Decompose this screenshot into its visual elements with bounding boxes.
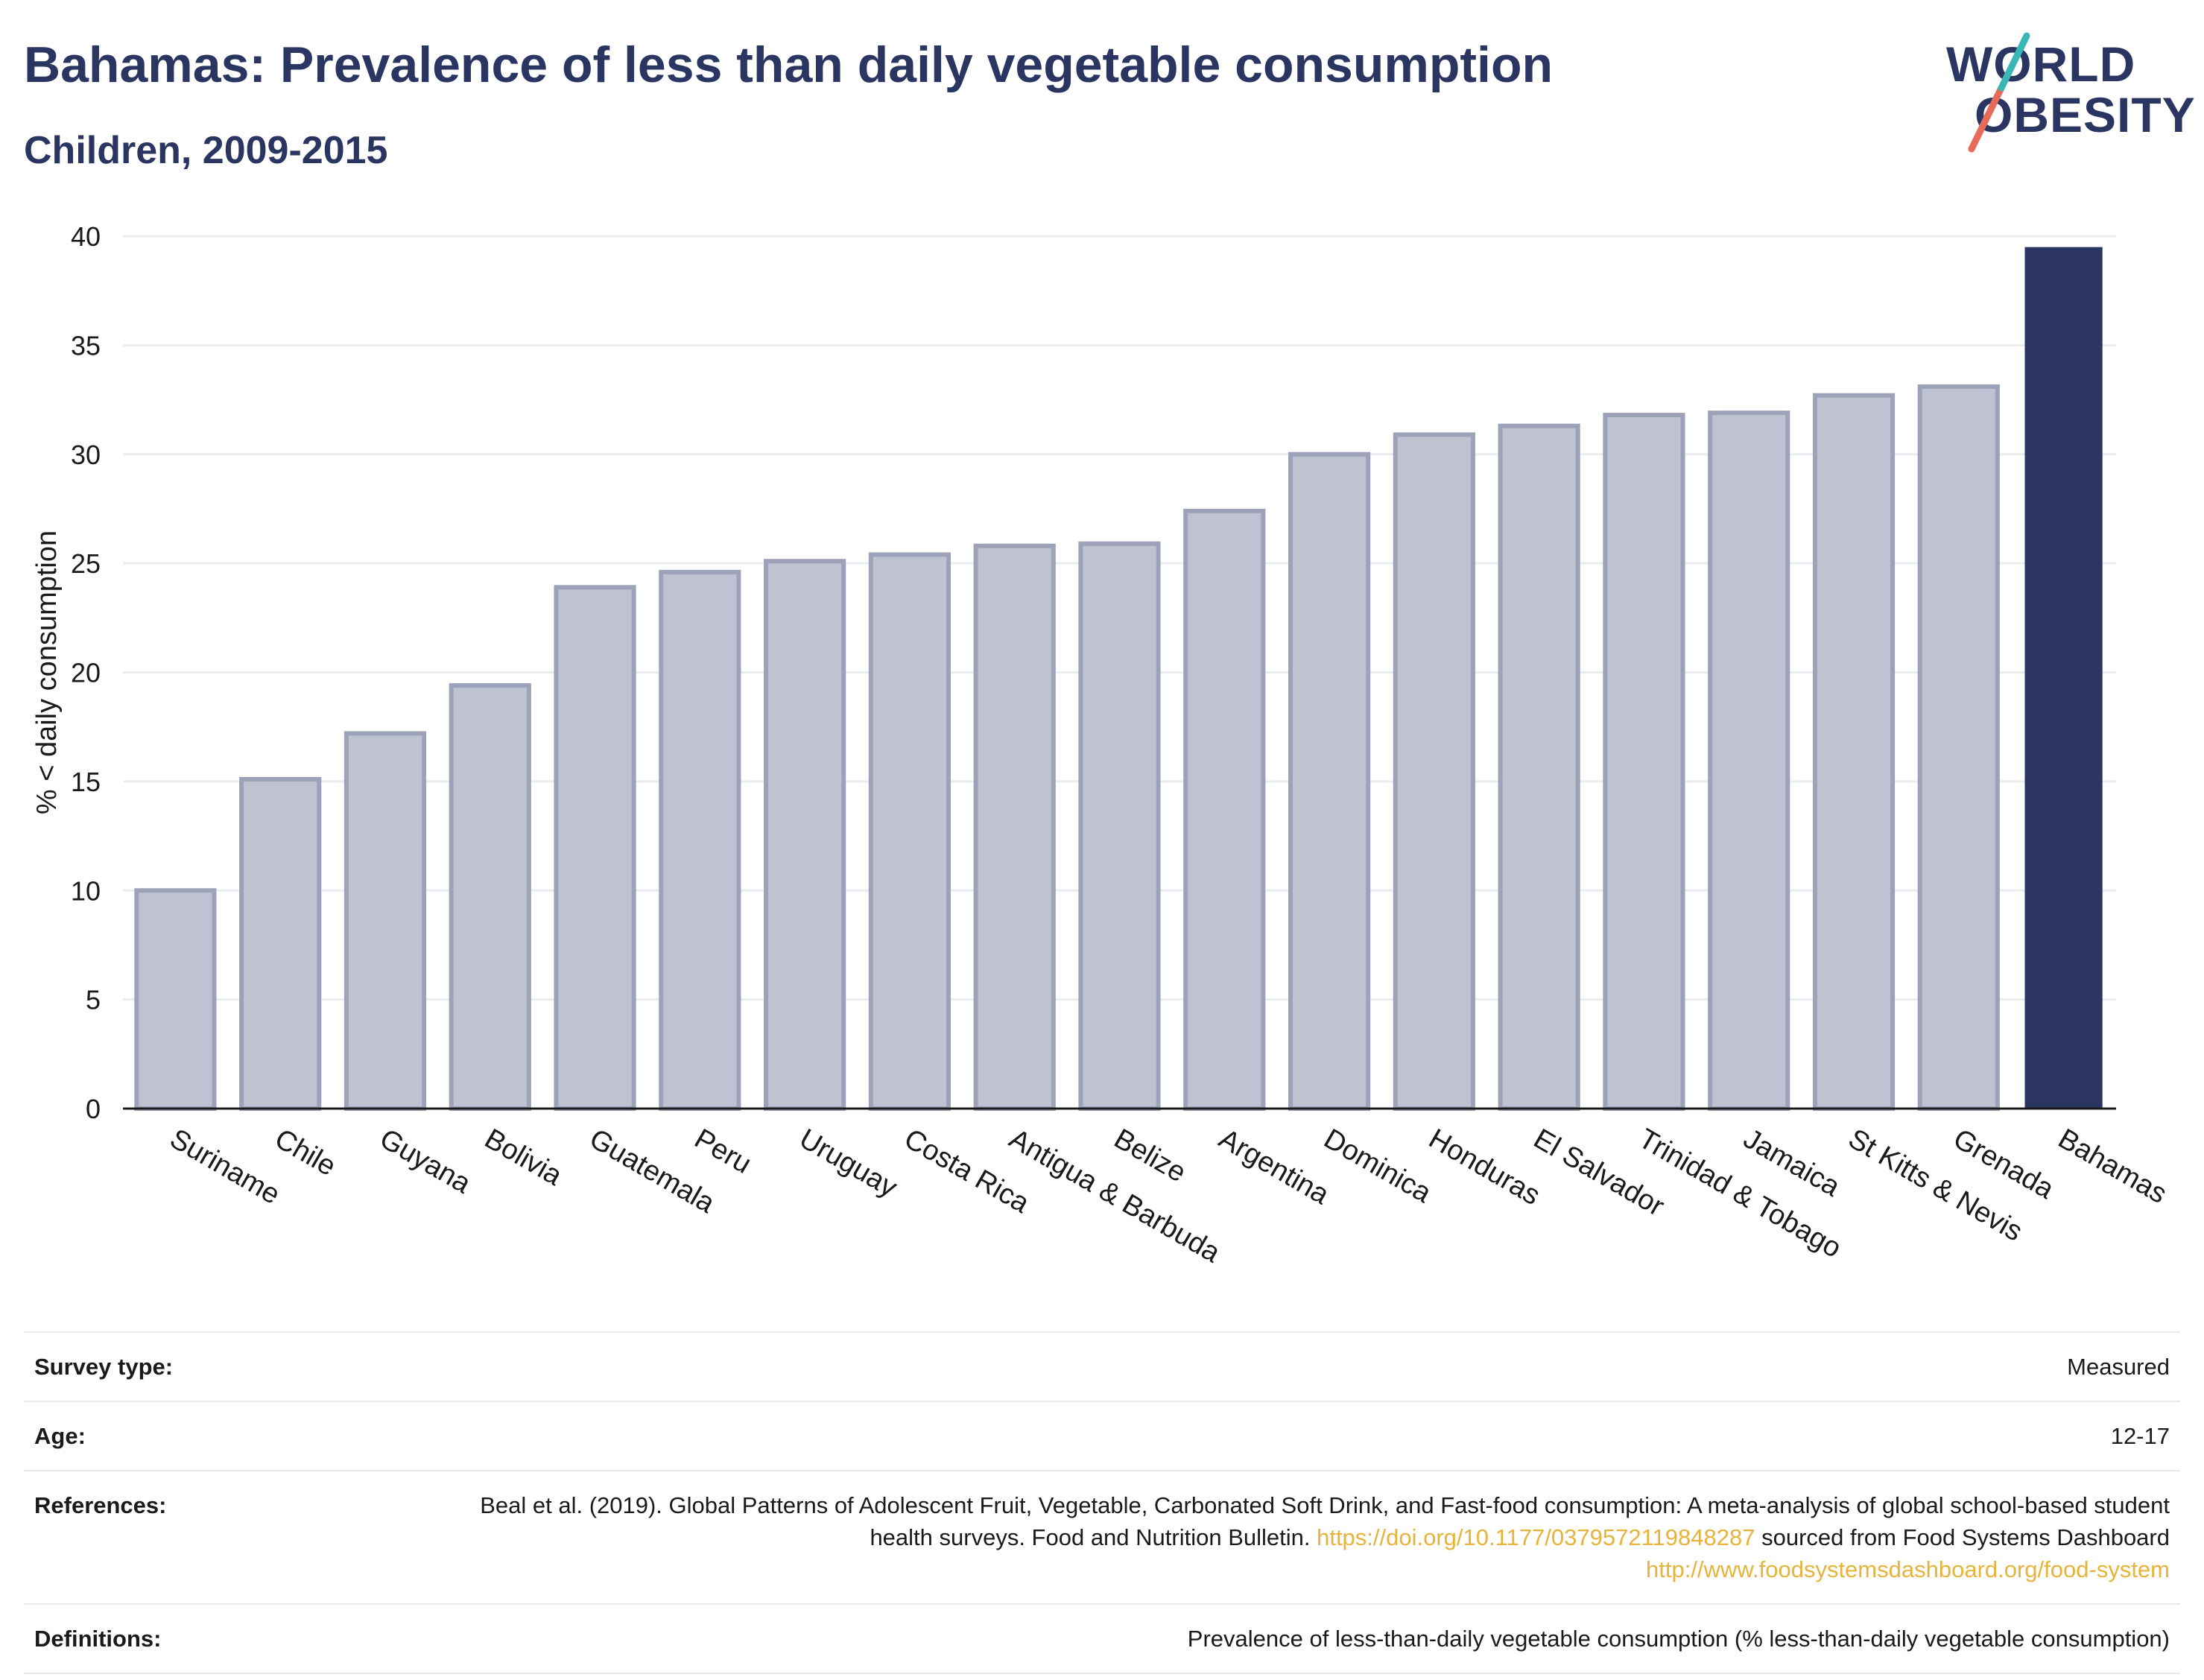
bar-trinidad-tobago[interactable] [1603, 413, 1685, 1111]
bar-el-salvador[interactable] [1498, 423, 1580, 1111]
info-row-survey-type: Survey type: Measured [24, 1333, 2180, 1402]
y-tick-label: 5 [86, 985, 101, 1015]
references-text-2: sourced from Food Systems Dashboard [1755, 1524, 2170, 1550]
bar-honduras[interactable] [1393, 432, 1475, 1111]
bars [134, 247, 2103, 1112]
x-tick-label: Dominica [1319, 1123, 1437, 1209]
age-value: 12-17 [2110, 1423, 2170, 1449]
y-tick-label: 35 [71, 330, 101, 361]
bar-argentina[interactable] [1183, 508, 1266, 1111]
bar-chile[interactable] [239, 776, 322, 1111]
y-tick-label: 40 [71, 221, 101, 252]
info-row-references: References: Beal et al. (2019). Global P… [24, 1471, 2180, 1605]
info-row-definitions: Definitions: Prevalence of less-than-dai… [24, 1605, 2180, 1674]
bar-suriname[interactable] [134, 888, 217, 1111]
references-value: Beal et al. (2019). Global Patterns of A… [456, 1489, 2170, 1585]
y-tick-label: 15 [71, 767, 101, 797]
survey-type-label: Survey type: [34, 1354, 174, 1380]
food-systems-dashboard-link[interactable]: http://www.foodsystemsdashboard.org/food… [1646, 1556, 2170, 1582]
x-tick-label: Argentina [1214, 1123, 1335, 1211]
bar-peru[interactable] [659, 569, 741, 1111]
world-obesity-logo: WORLD OBESITY [1945, 22, 2195, 164]
x-tick-label: Bolivia [479, 1123, 568, 1192]
references-text-1: Beal et al. (2019). Global Patterns of A… [480, 1492, 2170, 1550]
chart-subtitle: Children, 2009-2015 [24, 129, 388, 172]
x-tick-label: Chile [270, 1123, 341, 1182]
definitions-value: Prevalence of less-than-daily vegetable … [1187, 1626, 2170, 1652]
logo-slash-icon [1968, 32, 2030, 153]
references-label: References: [34, 1492, 167, 1518]
y-tick-label: 10 [71, 875, 101, 906]
bar-uruguay[interactable] [764, 559, 846, 1111]
x-tick-label: Honduras [1423, 1123, 1545, 1211]
info-row-age: Age: 12-17 [24, 1402, 2180, 1471]
y-axis-label: % < daily consumption [31, 530, 63, 814]
doi-link[interactable]: https://doi.org/10.1177/0379572119848287 [1317, 1524, 1755, 1550]
bar-antigua-barbuda[interactable] [973, 543, 1056, 1111]
bar-guyana[interactable] [343, 731, 427, 1111]
age-label: Age: [34, 1423, 86, 1449]
survey-type-value: Measured [2067, 1354, 2170, 1380]
logo-line-2: OBESITY [1975, 87, 2196, 142]
x-tick-label: Bahamas [2053, 1123, 2172, 1210]
x-tick-label: Uruguay [794, 1123, 902, 1203]
bar-bolivia[interactable] [449, 683, 531, 1111]
x-tick-label: Belize [1109, 1123, 1191, 1188]
x-tick-label: Guyana [374, 1123, 476, 1199]
x-tick-label: Suriname [165, 1123, 285, 1211]
chart-title: Bahamas: Prevalence of less than daily v… [24, 37, 1554, 93]
y-tick-label: 30 [71, 440, 101, 470]
bar-bahamas[interactable] [2024, 247, 2103, 1109]
y-tick-label: 0 [86, 1094, 101, 1124]
bar-belize[interactable] [1078, 541, 1161, 1111]
bar-jamaica[interactable] [1708, 411, 1790, 1111]
y-tick-label: 25 [71, 548, 101, 579]
logo-line-1: WORLD [1946, 37, 2136, 92]
bar-st-kitts-nevis[interactable] [1812, 393, 1896, 1111]
y-tick-label: 20 [71, 658, 101, 688]
bar-guatemala[interactable] [554, 585, 636, 1111]
definitions-label: Definitions: [34, 1626, 162, 1652]
bar-costa-rica[interactable] [868, 552, 951, 1112]
x-tick-label: Peru [689, 1123, 757, 1180]
bar-grenada[interactable] [1917, 384, 2000, 1111]
bar-dominica[interactable] [1288, 451, 1371, 1111]
info-table: Survey type: Measured Age: 12-17 Referen… [24, 1331, 2180, 1674]
x-tick-label: St Kitts & Nevis [1843, 1123, 2028, 1247]
